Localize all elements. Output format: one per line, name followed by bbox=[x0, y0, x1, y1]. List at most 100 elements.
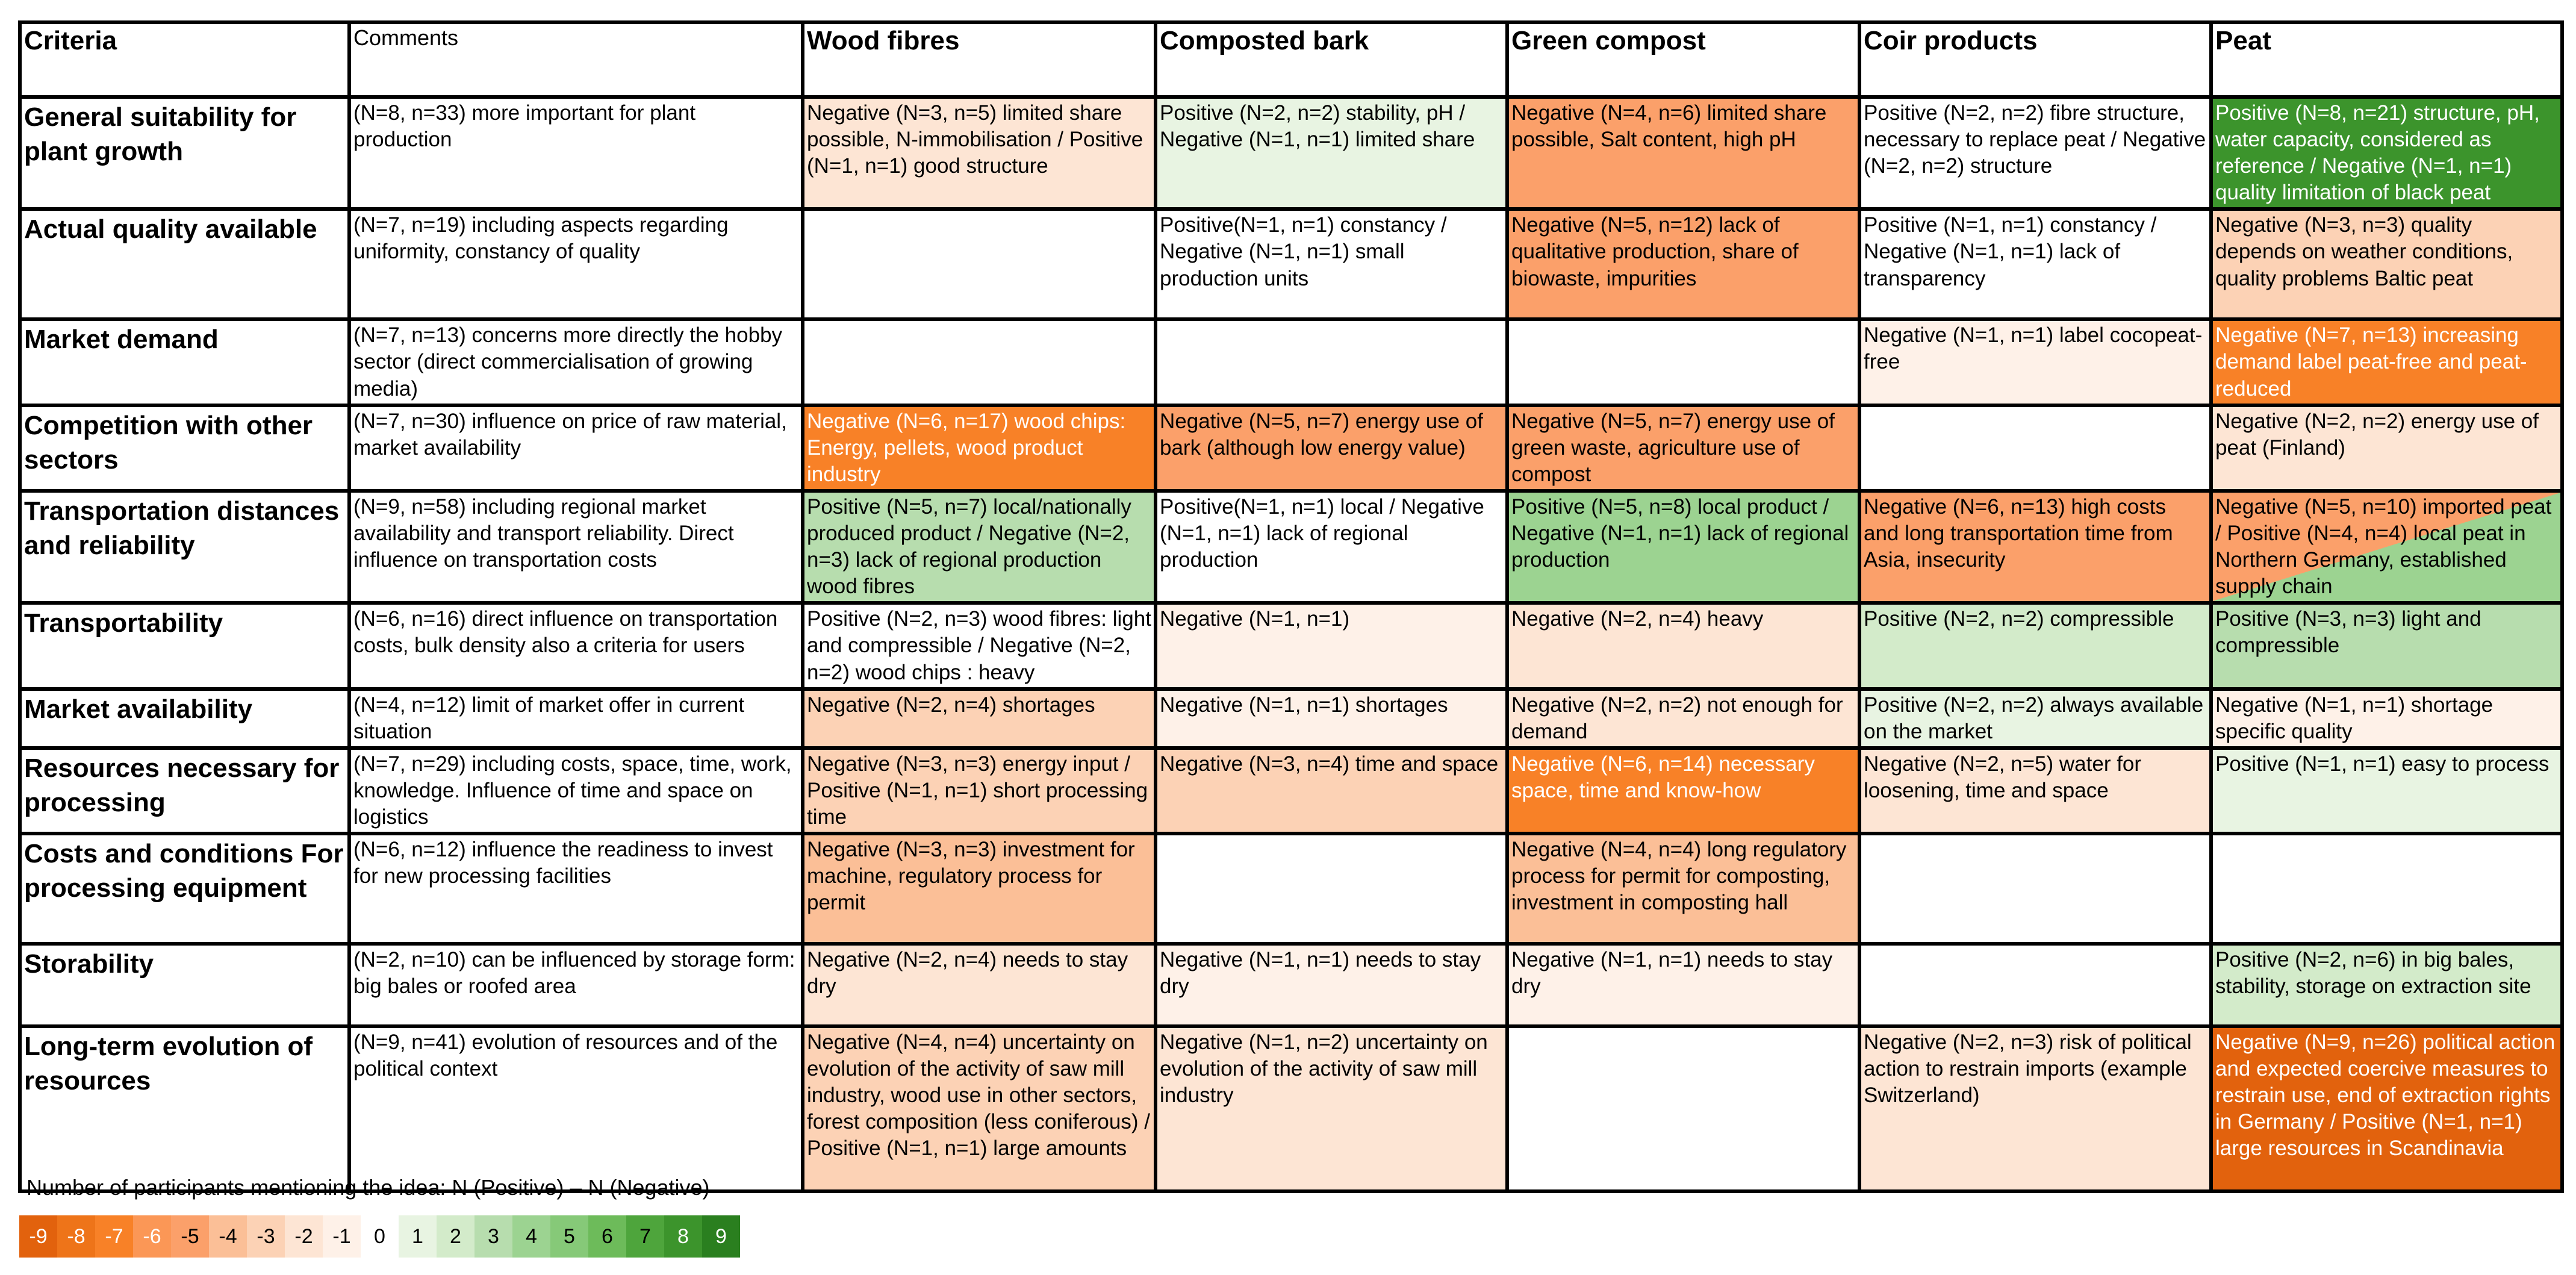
assessment-cell: Positive (N=5, n=7) local/nationally pro… bbox=[801, 488, 1157, 605]
assessment-cell bbox=[1154, 317, 1509, 407]
legend-swatch: -3 bbox=[247, 1215, 285, 1258]
criterion-comment: (N=8, n=33) more important for plant pro… bbox=[347, 95, 804, 211]
legend-swatch: -7 bbox=[95, 1215, 133, 1258]
assessment-cell bbox=[1505, 317, 1861, 407]
legend-swatch: -6 bbox=[133, 1215, 171, 1258]
criterion-label: Storability bbox=[18, 942, 351, 1029]
material-header-wood-fibres: Wood fibres bbox=[801, 20, 1157, 99]
legend-swatch: 1 bbox=[399, 1215, 437, 1258]
legend-swatch: 9 bbox=[702, 1215, 740, 1258]
legend-swatch: -2 bbox=[285, 1215, 323, 1258]
assessment-cell: Negative (N=2, n=4) shortages bbox=[801, 687, 1157, 750]
table-row: Transportation distances and reliability… bbox=[18, 488, 2564, 605]
assessment-cell: Negative (N=4, n=4) long regulatory proc… bbox=[1505, 832, 1861, 946]
table-row: Storability (N=2, n=10) can be influenced… bbox=[18, 942, 2564, 1029]
assessment-cell: Negative (N=2, n=4) needs to stay dry bbox=[801, 942, 1157, 1029]
material-header-composted-bark: Composted bark bbox=[1154, 20, 1509, 99]
legend-swatch: 3 bbox=[474, 1215, 512, 1258]
assessment-cell bbox=[1858, 403, 2213, 493]
assessment-cell: Negative (N=1, n=1) needs to stay dry bbox=[1505, 942, 1861, 1029]
assessment-cell: Negative (N=3, n=3) quality depends on w… bbox=[2209, 207, 2564, 322]
criterion-label: General suitability for plant growth bbox=[18, 95, 351, 211]
legend-swatch: -5 bbox=[171, 1215, 209, 1258]
assessment-cell: Negative (N=7, n=13) increasing demand l… bbox=[2209, 317, 2564, 407]
criterion-comment: (N=7, n=30) influence on price of raw ma… bbox=[347, 403, 804, 493]
legend-swatch: -1 bbox=[323, 1215, 361, 1258]
criterion-label: Costs and conditions For processing equi… bbox=[18, 832, 351, 946]
criterion-comment: (N=9, n=58) including regional market av… bbox=[347, 488, 804, 605]
evaluation-table: Criteria Comments Wood fibres Composted … bbox=[18, 20, 2564, 1194]
assessment-cell: Positive(N=1, n=1) constancy / Negative … bbox=[1154, 207, 1509, 322]
criterion-label: Resources necessary for processing bbox=[18, 746, 351, 836]
assessment-cell: Positive (N=8, n=21) structure, pH, wate… bbox=[2209, 95, 2564, 211]
criterion-label: Actual quality available bbox=[18, 207, 351, 322]
assessment-cell: Positive (N=1, n=1) easy to process bbox=[2209, 746, 2564, 836]
table-row: Resources necessary for processing (N=7, … bbox=[18, 746, 2564, 836]
assessment-cell bbox=[2209, 832, 2564, 946]
assessment-cell: Positive (N=3, n=3) light and compressib… bbox=[2209, 601, 2564, 691]
assessment-cell: Negative (N=5, n=10) imported peat / Pos… bbox=[2209, 488, 2564, 605]
assessment-cell bbox=[1858, 832, 2213, 946]
criterion-comment: (N=2, n=10) can be influenced by storage… bbox=[347, 942, 804, 1029]
assessment-cell: Negative (N=5, n=7) energy use of bark (… bbox=[1154, 403, 1509, 493]
criterion-label: Market availability bbox=[18, 687, 351, 750]
assessment-cell: Negative (N=2, n=2) not enough for deman… bbox=[1505, 687, 1861, 750]
assessment-cell bbox=[1154, 832, 1509, 946]
assessment-cell: Negative (N=1, n=1) bbox=[1154, 601, 1509, 691]
material-header-coir-products: Coir products bbox=[1858, 20, 2213, 99]
assessment-cell: Negative (N=1, n=1) shortage specific qu… bbox=[2209, 687, 2564, 750]
assessment-cell: Negative (N=2, n=5) water for loosening,… bbox=[1858, 746, 2213, 836]
criterion-comment: (N=9, n=41) evolution of resources and o… bbox=[347, 1024, 804, 1194]
assessment-cell: Positive (N=5, n=8) local product / Nega… bbox=[1505, 488, 1861, 605]
legend-swatch: -4 bbox=[209, 1215, 247, 1258]
header-row: Criteria Comments Wood fibres Composted … bbox=[18, 20, 2564, 99]
criterion-comment: (N=4, n=12) limit of market offer in cur… bbox=[347, 687, 804, 750]
criterion-comment: (N=6, n=12) influence the readiness to i… bbox=[347, 832, 804, 946]
assessment-cell: Positive (N=2, n=6) in big bales, stabil… bbox=[2209, 942, 2564, 1029]
legend-title: Number of participants mentioning the id… bbox=[26, 1175, 710, 1200]
assessment-cell: Negative (N=3, n=3) investment for machi… bbox=[801, 832, 1157, 946]
legend-swatch: -9 bbox=[19, 1215, 57, 1258]
criterion-label: Long-term evolution of resources bbox=[18, 1024, 351, 1194]
assessment-cell: Negative (N=1, n=1) needs to stay dry bbox=[1154, 942, 1509, 1029]
assessment-cell: Positive (N=2, n=2) always available on … bbox=[1858, 687, 2213, 750]
legend-swatch: 7 bbox=[626, 1215, 664, 1258]
legend-swatch: 6 bbox=[588, 1215, 626, 1258]
assessment-cell: Negative (N=6, n=14) necessary space, ti… bbox=[1505, 746, 1861, 836]
assessment-cell: Negative (N=2, n=3) risk of political ac… bbox=[1858, 1024, 2213, 1194]
criterion-label: Market demand bbox=[18, 317, 351, 407]
assessment-cell: Positive(N=1, n=1) local / Negative (N=1… bbox=[1154, 488, 1509, 605]
assessment-cell: Negative (N=3, n=5) limited share possib… bbox=[801, 95, 1157, 211]
color-legend: -9 -8 -7 -6 -5 -4 -3 -2 -1 0 1 2 3 4 5 6 7 8 9 bbox=[19, 1215, 740, 1258]
criteria-header: Criteria bbox=[18, 20, 351, 99]
assessment-cell bbox=[801, 317, 1157, 407]
table-row: Competition with other sectors (N=7, n=30… bbox=[18, 403, 2564, 493]
assessment-cell: Positive (N=2, n=3) wood fibres: light a… bbox=[801, 601, 1157, 691]
criterion-comment: (N=7, n=29) including costs, space, time… bbox=[347, 746, 804, 836]
criterion-label: Competition with other sectors bbox=[18, 403, 351, 493]
assessment-cell: Positive (N=2, n=2) compressible bbox=[1858, 601, 2213, 691]
legend-swatch: 5 bbox=[550, 1215, 588, 1258]
assessment-cell: Positive (N=1, n=1) constancy / Negative… bbox=[1858, 207, 2213, 322]
assessment-cell: Negative (N=3, n=3) energy input / Posit… bbox=[801, 746, 1157, 836]
criterion-comment: (N=7, n=19) including aspects regarding … bbox=[347, 207, 804, 322]
assessment-cell: Negative (N=9, n=26) political action an… bbox=[2209, 1024, 2564, 1194]
criterion-label: Transportation distances and reliability bbox=[18, 488, 351, 605]
assessment-cell: Negative (N=6, n=17) wood chips: Energy,… bbox=[801, 403, 1157, 493]
material-header-green-compost: Green compost bbox=[1505, 20, 1861, 99]
table-row: Market demand (N=7, n=13) concerns more d… bbox=[18, 317, 2564, 407]
legend-swatch: 8 bbox=[664, 1215, 702, 1258]
assessment-cell bbox=[1505, 1024, 1861, 1194]
table-row: Market availability (N=4, n=12) limit of … bbox=[18, 687, 2564, 750]
comments-header: Comments bbox=[347, 20, 804, 99]
legend-swatch: 2 bbox=[437, 1215, 474, 1258]
criterion-comment: (N=7, n=13) concerns more directly the h… bbox=[347, 317, 804, 407]
assessment-cell: Negative (N=2, n=4) heavy bbox=[1505, 601, 1861, 691]
assessment-cell: Negative (N=2, n=2) energy use of peat (… bbox=[2209, 403, 2564, 493]
assessment-cell: Negative (N=1, n=1) label cocopeat-free bbox=[1858, 317, 2213, 407]
criterion-comment: (N=6, n=16) direct influence on transpor… bbox=[347, 601, 804, 691]
table-row: Costs and conditions For processing equi… bbox=[18, 832, 2564, 946]
assessment-cell: Positive (N=2, n=2) fibre structure, nec… bbox=[1858, 95, 2213, 211]
assessment-cell: Negative (N=1, n=1) shortages bbox=[1154, 687, 1509, 750]
table-row: Actual quality available (N=7, n=19) incl… bbox=[18, 207, 2564, 322]
